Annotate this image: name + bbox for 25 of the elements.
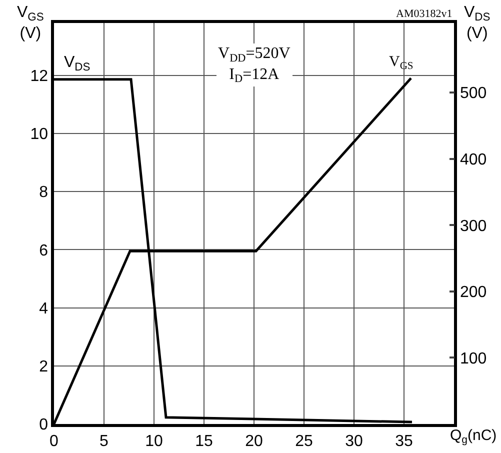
y-tick-label: 8 — [39, 184, 48, 202]
x-tick-label: 10 — [145, 432, 163, 450]
y-tick-label: 2 — [39, 358, 48, 376]
y2-tick-label: 300 — [460, 218, 487, 235]
x-tick-label: 15 — [195, 432, 213, 450]
y2-tick-label: 400 — [460, 151, 487, 168]
y-tick-label: 6 — [39, 242, 48, 260]
y2-tick-label: 100 — [460, 350, 487, 368]
x-tick-label: 25 — [295, 432, 313, 450]
y-axis-title: V$_{GS}$ (V) — [17, 4, 44, 42]
x-tick-label: 5 — [100, 432, 109, 450]
x-tick-label: 20 — [245, 432, 263, 450]
series-label: V$_{DS}$ — [64, 54, 90, 74]
x-tick-label: 30 — [345, 432, 363, 450]
y2-tick-label: 200 — [460, 284, 487, 302]
y-tick-label: 10 — [30, 126, 48, 144]
y2-tick-label: 500 — [460, 85, 487, 102]
y-tick-label: 12 — [30, 68, 48, 85]
annotation: V$_{DD}$=520V I$_{D}$=12A — [218, 45, 291, 86]
text: AM03182v1 — [396, 8, 452, 20]
y-tick-label: 0 — [39, 416, 48, 434]
y-tick-label: 4 — [39, 300, 48, 318]
x-axis-title: Q$_{g}$(nC) — [450, 427, 497, 446]
x-tick-label: 35 — [395, 432, 413, 450]
y2-axis-title: V$_{DS}$ (V) — [464, 4, 490, 42]
